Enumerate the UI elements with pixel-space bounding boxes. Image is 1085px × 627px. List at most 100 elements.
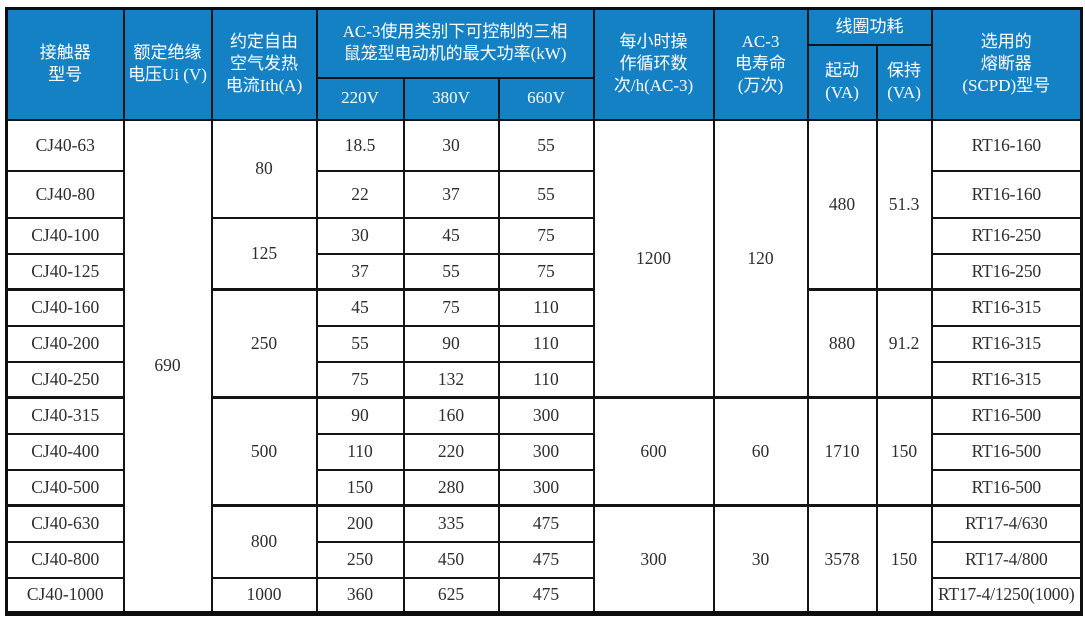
model-cell: CJ40-80 <box>5 169 125 219</box>
model-cell: CJ40-800 <box>5 540 125 579</box>
power-220v-cell: 18.5 <box>315 118 405 172</box>
header-contactor-model: 接触器 型号 <box>5 7 125 121</box>
header-coil-power: 线圈功耗 <box>806 7 933 46</box>
table-row: CJ40-100 125 30 45 75 RT16-250 <box>5 216 1083 291</box>
model-cell: CJ40-1000 <box>5 576 125 615</box>
power-220v-cell: 75 <box>315 360 405 399</box>
table-row: CJ40-125 37 55 75 RT16-250 <box>5 252 1083 291</box>
table-row: CJ40-250 75 132 110 RT16-315 <box>5 360 1083 399</box>
model-cell: CJ40-100 <box>5 216 125 255</box>
table-row: CJ40-315 500 90 160 300 600 60 1710 150 … <box>5 396 1083 507</box>
power-380v-cell: 335 <box>402 504 500 543</box>
power-660v-cell: 300 <box>497 396 595 435</box>
header-insulation-voltage: 额定绝缘 电压Ui (V) <box>122 7 213 121</box>
fuse-cell: RT16-500 <box>930 396 1083 435</box>
power-220v-cell: 55 <box>315 324 405 363</box>
fuse-cell: RT16-250 <box>930 252 1083 291</box>
model-cell: CJ40-160 <box>5 288 125 327</box>
power-380v-cell: 132 <box>402 360 500 399</box>
ith-cell: 250 <box>210 288 318 399</box>
power-380v-cell: 55 <box>402 252 500 291</box>
model-cell: CJ40-250 <box>5 360 125 399</box>
fuse-cell: RT17-4/800 <box>930 540 1083 579</box>
ith-cell: 500 <box>210 396 318 507</box>
coil-hold-cell: 150 <box>875 504 933 615</box>
cycles-cell: 1200 <box>592 118 715 399</box>
fuse-cell: RT16-250 <box>930 216 1083 255</box>
power-660v-cell: 475 <box>497 504 595 543</box>
fuse-cell: RT16-160 <box>930 169 1083 219</box>
power-380v-cell: 37 <box>402 169 500 219</box>
header-voltage-220v: 220V <box>315 76 405 121</box>
power-380v-cell: 90 <box>402 324 500 363</box>
power-220v-cell: 200 <box>315 504 405 543</box>
table-row: CJ40-500 150 280 300 RT16-500 <box>5 468 1083 507</box>
coil-start-cell: 480 <box>806 118 878 291</box>
power-660v-cell: 55 <box>497 118 595 172</box>
model-cell: CJ40-630 <box>5 504 125 543</box>
power-380v-cell: 220 <box>402 432 500 471</box>
header-fuse-model: 选用的 熔断器 (SCPD)型号 <box>930 7 1083 121</box>
fuse-cell: RT17-4/630 <box>930 504 1083 543</box>
model-cell: CJ40-63 <box>5 118 125 172</box>
ith-cell: 800 <box>210 504 318 579</box>
header-electrical-life: AC-3 电寿命 (万次) <box>712 7 809 121</box>
table-row: CJ40-630 800 200 335 475 300 30 3578 150… <box>5 504 1083 615</box>
header-coil-start: 起动 (VA) <box>806 43 878 121</box>
coil-start-cell: 3578 <box>806 504 878 615</box>
ith-cell: 80 <box>210 118 318 219</box>
fuse-cell: RT17-4/1250(1000) <box>930 576 1083 615</box>
power-660v-cell: 300 <box>497 432 595 471</box>
power-380v-cell: 625 <box>402 576 500 615</box>
ith-cell: 125 <box>210 216 318 291</box>
power-220v-cell: 250 <box>315 540 405 579</box>
header-coil-hold: 保持 (VA) <box>875 43 933 121</box>
fuse-cell: RT16-315 <box>930 324 1083 363</box>
contactor-spec-table: 接触器 型号 额定绝缘 电压Ui (V) 约定自由 空气发热 电流Ith(A) … <box>5 7 1084 616</box>
power-380v-cell: 160 <box>402 396 500 435</box>
power-660v-cell: 55 <box>497 169 595 219</box>
table-row: CJ40-400 110 220 300 RT16-500 <box>5 432 1083 471</box>
cycles-cell: 600 <box>592 396 715 507</box>
header-operating-cycles: 每小时操 作循环数 次/h(AC-3) <box>592 7 715 121</box>
coil-hold-cell: 51.3 <box>875 118 933 291</box>
power-660v-cell: 110 <box>497 288 595 327</box>
power-220v-cell: 110 <box>315 432 405 471</box>
model-cell: CJ40-500 <box>5 468 125 507</box>
life-cell: 120 <box>712 118 809 399</box>
power-660v-cell: 110 <box>497 360 595 399</box>
power-220v-cell: 37 <box>315 252 405 291</box>
power-220v-cell: 45 <box>315 288 405 327</box>
table-row: CJ40-80 22 37 55 RT16-160 <box>5 169 1083 219</box>
fuse-cell: RT16-315 <box>930 360 1083 399</box>
power-380v-cell: 75 <box>402 288 500 327</box>
header-max-power-group: AC-3使用类别下可控制的三相 鼠笼型电动机的最大功率(kW) <box>315 7 595 79</box>
power-380v-cell: 280 <box>402 468 500 507</box>
power-660v-cell: 475 <box>497 540 595 579</box>
power-220v-cell: 150 <box>315 468 405 507</box>
power-380v-cell: 30 <box>402 118 500 172</box>
ith-cell: 1000 <box>210 576 318 615</box>
power-660v-cell: 110 <box>497 324 595 363</box>
fuse-cell: RT16-160 <box>930 118 1083 172</box>
fuse-cell: RT16-500 <box>930 432 1083 471</box>
model-cell: CJ40-315 <box>5 396 125 435</box>
power-660v-cell: 300 <box>497 468 595 507</box>
model-cell: CJ40-400 <box>5 432 125 471</box>
power-660v-cell: 75 <box>497 216 595 255</box>
power-220v-cell: 30 <box>315 216 405 255</box>
model-cell: CJ40-200 <box>5 324 125 363</box>
model-cell: CJ40-125 <box>5 252 125 291</box>
power-220v-cell: 90 <box>315 396 405 435</box>
coil-start-cell: 880 <box>806 288 878 399</box>
coil-hold-cell: 150 <box>875 396 933 507</box>
power-380v-cell: 450 <box>402 540 500 579</box>
life-cell: 30 <box>712 504 809 615</box>
power-660v-cell: 475 <box>497 576 595 615</box>
coil-start-cell: 1710 <box>806 396 878 507</box>
table-row: CJ40-1000 1000 360 625 475 RT17-4/1250(1… <box>5 576 1083 615</box>
coil-hold-cell: 91.2 <box>875 288 933 399</box>
header-thermal-current: 约定自由 空气发热 电流Ith(A) <box>210 7 318 121</box>
table-row: CJ40-800 250 450 475 RT17-4/800 <box>5 540 1083 579</box>
power-660v-cell: 75 <box>497 252 595 291</box>
